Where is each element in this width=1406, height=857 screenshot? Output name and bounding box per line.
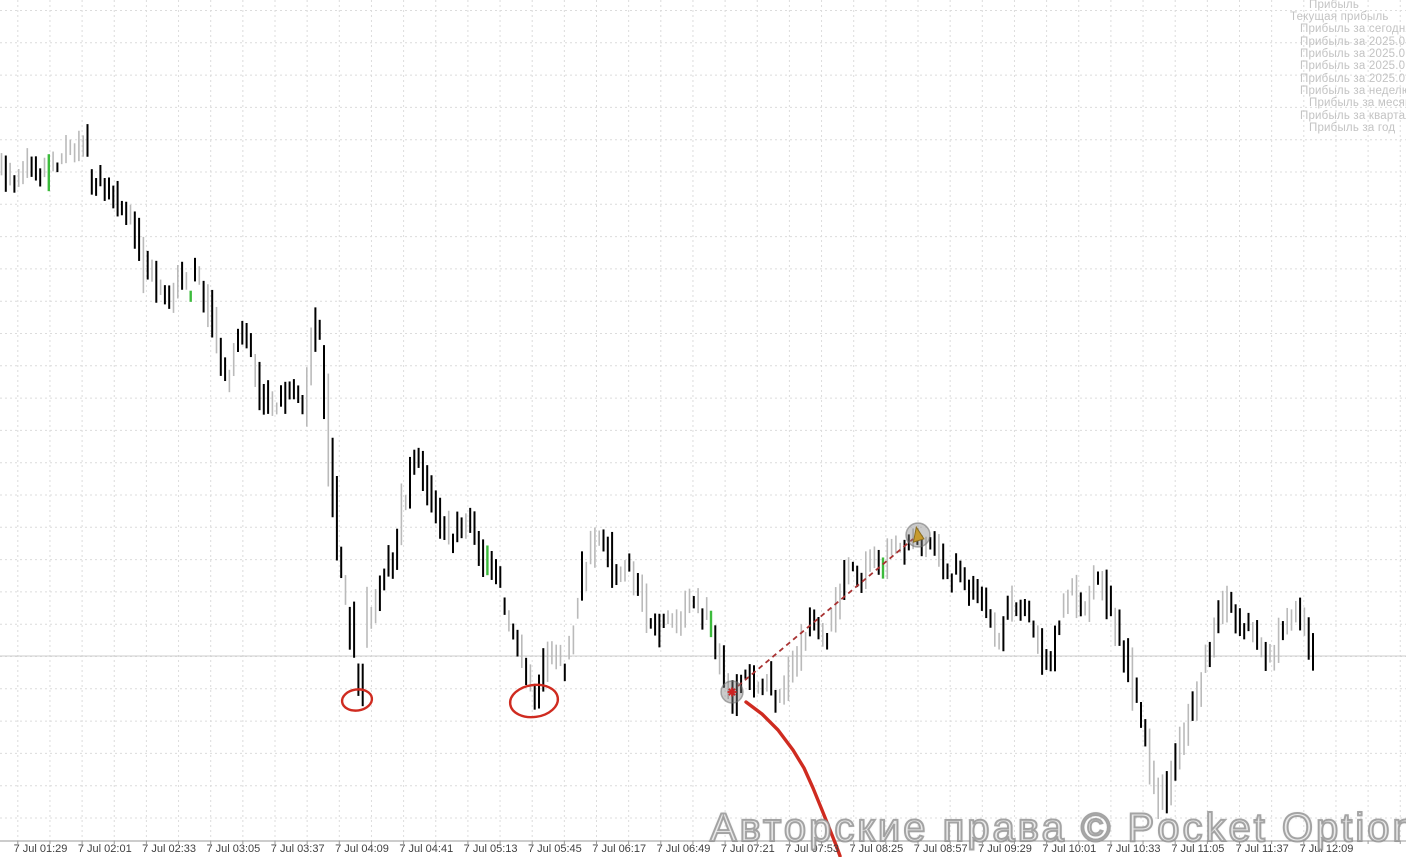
- time-axis-label: 7 Jul 05:13: [463, 843, 518, 855]
- time-axis-label: 7 Jul 08:57: [913, 843, 968, 855]
- trade-marker: [720, 680, 744, 704]
- time-axis-label: 7 Jul 02:33: [142, 843, 197, 855]
- candlestick-bars: [0, 124, 1314, 820]
- drawing-annotations[interactable]: [340, 522, 931, 857]
- trade-marker: [905, 522, 931, 548]
- red-dashed-trend-line[interactable]: [737, 538, 914, 687]
- red-burst-icon: [728, 688, 736, 696]
- time-axis-label: 7 Jul 07:21: [720, 843, 775, 855]
- time-axis-label: 7 Jul 10:01: [1042, 843, 1097, 855]
- time-axis-label: 7 Jul 05:45: [527, 843, 582, 855]
- broker-watermark: Авторские права © Pocket Option: [709, 805, 1406, 851]
- red-freehand-curve[interactable]: [744, 700, 842, 857]
- time-axis-label: 7 Jul 11:05: [1171, 843, 1225, 855]
- time-axis-label: 7 Jul 08:25: [849, 843, 904, 855]
- time-axis-label: 7 Jul 12:09: [1299, 843, 1354, 855]
- time-axis-label: 7 Jul 02:01: [77, 843, 132, 855]
- gold-arrow-up-icon: [912, 525, 925, 543]
- time-axis-label: 7 Jul 10:33: [1106, 843, 1161, 855]
- time-axis-label: 7 Jul 06:49: [656, 843, 711, 855]
- red-ellipse-annotation[interactable]: [508, 682, 560, 720]
- time-axis-label: 7 Jul 03:05: [206, 843, 261, 855]
- time-axis-label: 7 Jul 09:29: [978, 843, 1032, 855]
- time-axis-line: [0, 840, 1406, 844]
- time-axis-label: 7 Jul 06:17: [592, 843, 647, 855]
- time-axis-label: 7 Jul 04:09: [335, 843, 389, 855]
- time-axis-label: 7 Jul 04:41: [399, 843, 454, 855]
- time-axis-label: 7 Jul 07:53: [785, 843, 840, 855]
- time-axis-label: 7 Jul 11:37: [1235, 843, 1289, 855]
- time-axis-label: 7 Jul 03:37: [270, 843, 325, 855]
- red-ellipse-annotation[interactable]: [340, 688, 374, 713]
- time-axis-label: 7 Jul 01:29: [13, 843, 68, 855]
